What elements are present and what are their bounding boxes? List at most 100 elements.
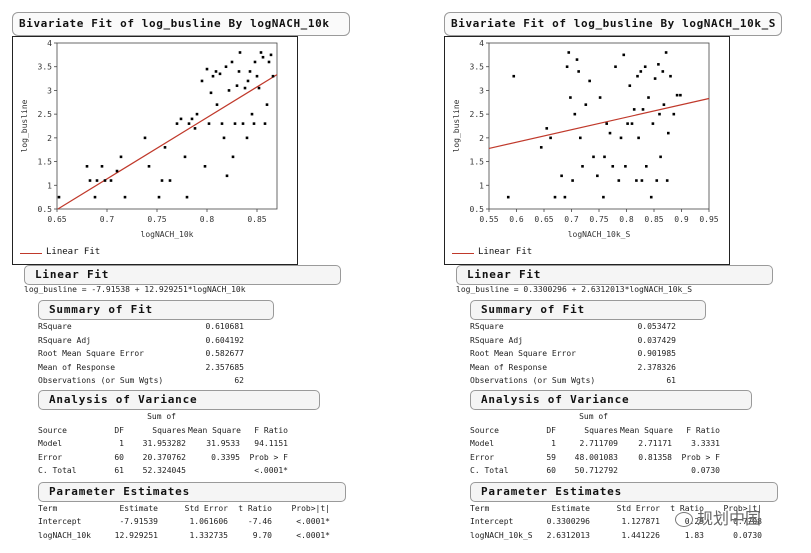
anova-column-header: Mean Square	[188, 426, 241, 435]
data-point	[549, 136, 552, 140]
data-point	[640, 179, 644, 182]
data-point	[157, 195, 161, 199]
anova-cell: 31.953282	[142, 439, 186, 448]
data-point	[183, 155, 187, 159]
parameter-estimates-header[interactable]: Parameter Estimates	[38, 482, 346, 502]
anova-column-header-part: Squares	[584, 426, 618, 435]
anova-column-header: DF	[114, 426, 124, 435]
params-column-header: Term	[38, 504, 58, 513]
summary-of-fit-header[interactable]: Summary of Fit	[470, 300, 706, 320]
data-point	[255, 74, 259, 78]
x-tick-label: 0.9	[674, 215, 689, 224]
x-tick-label: 0.95	[699, 215, 718, 224]
data-point	[637, 136, 640, 140]
data-point	[222, 136, 226, 140]
data-point	[119, 155, 123, 159]
anova-cell: Prob > F	[249, 452, 288, 462]
summary-label: RSquare Adj	[38, 335, 91, 345]
anova-column-header: F Ratio	[254, 426, 288, 435]
data-point	[261, 55, 265, 59]
data-point	[643, 65, 647, 69]
summary-label: RSquare	[470, 322, 504, 331]
y-tick-label: 2.5	[38, 110, 53, 119]
parameter-estimates-header[interactable]: Parameter Estimates	[470, 482, 778, 502]
data-point	[567, 51, 571, 54]
data-point	[225, 174, 229, 178]
data-point	[190, 117, 194, 121]
x-axis-label: logNACH_10k	[141, 230, 194, 239]
data-point	[269, 53, 273, 57]
data-point	[653, 77, 657, 80]
data-point	[628, 84, 632, 87]
data-point	[103, 179, 107, 182]
anova-column-header-part: Sum of	[579, 412, 608, 421]
params-column-header: t Ratio	[670, 504, 704, 513]
data-point	[237, 70, 241, 73]
data-point	[577, 70, 580, 73]
data-point	[57, 195, 61, 199]
data-point	[95, 179, 99, 182]
data-point	[235, 84, 239, 87]
summary-value: 0.582677	[205, 349, 244, 358]
params-column-header: Std Error	[184, 504, 228, 513]
data-point	[253, 60, 257, 64]
data-point	[85, 165, 89, 168]
summary-of-fit-header[interactable]: Summary of Fit	[38, 300, 274, 320]
data-point	[218, 72, 222, 76]
analysis-of-variance-header[interactable]: Analysis of Variance	[38, 390, 320, 410]
summary-label: Observations (or Sum Wgts)	[470, 376, 596, 385]
x-axis-label: logNACH_10k_S	[568, 230, 631, 239]
anova-cell: Model	[38, 439, 63, 448]
data-point	[271, 74, 275, 78]
data-point	[215, 103, 219, 106]
data-point	[624, 165, 627, 168]
summary-label: RSquare Adj	[470, 335, 523, 345]
data-point	[241, 122, 245, 125]
y-tick-label: 2	[479, 134, 484, 143]
wechat-icon	[675, 512, 693, 527]
summary-value: 0.037429	[637, 335, 676, 345]
data-point	[259, 51, 263, 54]
anova-cell: Error	[470, 452, 495, 462]
data-point	[560, 174, 563, 178]
anova-cell: Model	[470, 439, 495, 448]
scatter-plot-frame: 0.5 1 1.5 2 2.5 3 3.5 4 0.55 0.6 0.65 0.7 0.75 0.8 0.8…	[444, 36, 730, 265]
data-point	[93, 195, 97, 199]
fit-equation: log_busline = -7.91538 + 12.929251*logNA…	[24, 285, 246, 294]
data-point	[563, 195, 567, 199]
y-tick-label: 3.5	[38, 63, 53, 72]
data-point	[238, 51, 242, 54]
data-point	[545, 127, 549, 130]
linear-fit-header[interactable]: Linear Fit	[24, 265, 341, 285]
scatter-plot: 0.5 1 1.5 2 2.5 3 3.5 4 0.55 0.6 0.65 0.7 0.75 0.8 0.8…	[452, 39, 719, 239]
data-point	[579, 136, 582, 140]
summary-label: Root Mean Square Error	[38, 349, 144, 358]
data-point	[664, 51, 668, 54]
data-point	[230, 60, 234, 64]
anova-column-header-part: Squares	[152, 426, 186, 435]
data-point	[100, 165, 104, 168]
data-point	[185, 195, 189, 199]
data-point	[214, 70, 218, 73]
bivariate-panel-right: Bivariate Fit of log_busline By logNACH_…	[432, 0, 811, 553]
data-point	[598, 96, 602, 99]
anova-cell: 0.0730	[691, 466, 720, 475]
analysis-of-variance-header[interactable]: Analysis of Variance	[470, 390, 752, 410]
anova-column-header: DF	[546, 426, 556, 435]
params-column-header: Prob>|t|	[291, 504, 330, 513]
y-tick-label: 3.5	[470, 63, 485, 72]
summary-value: 0.901985	[637, 349, 676, 358]
params-column-header: Estimate	[551, 504, 590, 513]
params-cell: 1.127871	[621, 517, 660, 526]
data-point	[224, 65, 228, 69]
linear-fit-header[interactable]: Linear Fit	[456, 265, 773, 285]
params-cell: <.0001*	[296, 530, 330, 540]
data-point	[233, 122, 237, 125]
summary-label: RSquare	[38, 322, 72, 331]
params-cell: 1.061606	[189, 517, 228, 526]
anova-cell: 2.71171	[638, 439, 672, 448]
legend-swatch	[20, 253, 42, 254]
panel-title[interactable]: Bivariate Fit of log_busline By logNACH_…	[12, 12, 350, 36]
params-cell: 9.70	[252, 530, 272, 540]
panel-title[interactable]: Bivariate Fit of log_busline By logNACH_…	[444, 12, 782, 36]
